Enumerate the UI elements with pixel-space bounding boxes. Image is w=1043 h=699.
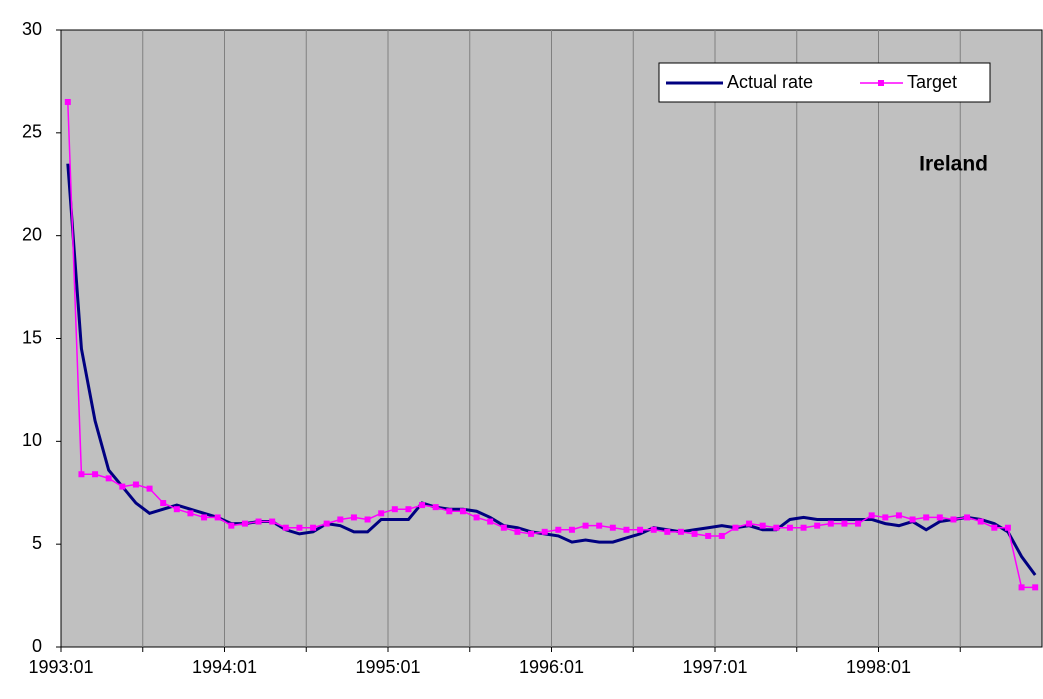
point-marker [950,516,957,523]
point-marker [827,520,834,527]
point-marker [105,475,112,482]
point-marker [323,520,330,527]
point-marker [364,516,371,523]
point-marker [637,526,644,533]
legend-marker [878,80,884,86]
grid [142,30,961,647]
point-marker [1032,584,1039,591]
point-marker [500,524,507,531]
point-marker [909,516,916,523]
series-layer [64,98,1039,591]
point-marker [269,518,276,525]
x-tick-label: 1996:01 [519,657,584,677]
point-marker [814,522,821,529]
x-tick-label: 1994:01 [192,657,257,677]
legend-label: Actual rate [727,72,813,92]
point-marker [746,520,753,527]
point-marker [541,528,548,535]
point-marker [568,526,575,533]
x-tick-label: 1997:01 [682,657,747,677]
point-marker [936,514,943,521]
point-marker [64,98,71,105]
point-marker [378,510,385,517]
point-marker [691,530,698,537]
y-tick-label: 20 [22,224,42,244]
series-line [66,163,1037,576]
point-marker [405,506,412,513]
point-marker [800,524,807,531]
point-marker [1018,584,1025,591]
point-marker [868,512,875,519]
point-marker [623,526,630,533]
point-marker [759,522,766,529]
point-marker [446,508,453,515]
point-marker [991,524,998,531]
point-marker [923,514,930,521]
y-tick-label: 30 [22,19,42,39]
legend-label: Target [907,72,957,92]
point-marker [419,502,426,509]
x-tick-label: 1998:01 [846,657,911,677]
point-marker [132,481,139,488]
point-marker [705,532,712,539]
point-marker [664,528,671,535]
point-marker [677,528,684,535]
point-marker [895,512,902,519]
point-marker [1004,524,1011,531]
point-marker [310,524,317,531]
point-marker [841,520,848,527]
point-marker [78,471,85,478]
annotation: Ireland [919,153,988,176]
point-marker [596,522,603,529]
point-marker [282,524,289,531]
point-marker [528,530,535,537]
point-marker [146,485,153,492]
point-marker [350,514,357,521]
point-marker [201,514,208,521]
point-marker [296,524,303,531]
point-marker [173,506,180,513]
point-marker [391,506,398,513]
point-marker [964,514,971,521]
point-marker [459,508,466,515]
point-marker [732,524,739,531]
point-marker [514,528,521,535]
point-marker [337,516,344,523]
point-marker [786,524,793,531]
y-tick-label: 5 [32,533,42,553]
point-marker [487,518,494,525]
point-marker [228,522,235,529]
y-tick-label: 10 [22,430,42,450]
point-marker [160,500,167,507]
point-marker [977,518,984,525]
x-tick-label: 1993:01 [28,657,93,677]
point-marker [855,520,862,527]
y-tick-label: 25 [22,122,42,142]
point-marker [555,526,562,533]
point-marker [882,514,889,521]
point-marker [214,514,221,521]
point-marker [119,483,126,490]
point-marker [432,504,439,511]
point-marker [609,524,616,531]
point-marker [773,524,780,531]
point-marker [255,518,262,525]
point-marker [241,520,248,527]
y-tick-label: 15 [22,327,42,347]
x-tick-label: 1995:01 [355,657,420,677]
point-marker [582,522,589,529]
point-marker [187,510,194,517]
point-marker [650,526,657,533]
y-tick-label: 0 [32,636,42,656]
point-marker [473,514,480,521]
point-marker [718,532,725,539]
point-marker [92,471,99,478]
